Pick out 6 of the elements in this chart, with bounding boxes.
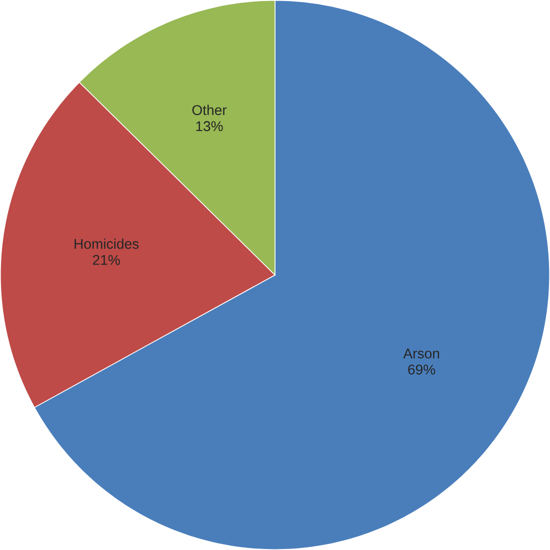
data-label: 13% <box>196 121 223 132</box>
slice-label: Other <box>192 104 227 116</box>
data-label: 21% <box>92 254 120 265</box>
slice-label: Arson <box>403 348 440 358</box>
data-label: 69% <box>408 364 436 375</box>
slice-label: Homicides <box>74 238 139 249</box>
